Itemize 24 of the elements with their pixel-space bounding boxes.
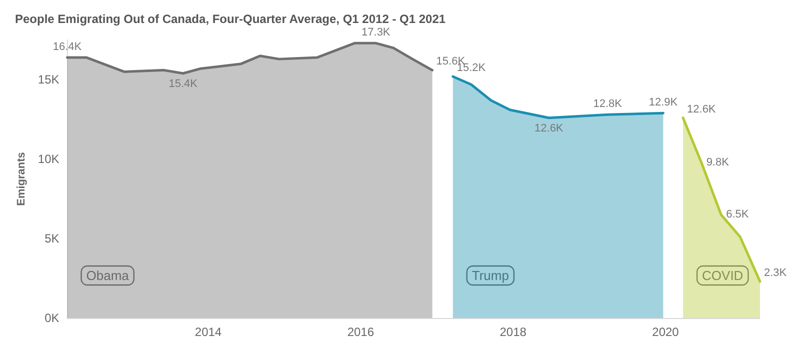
data-label: 15.2K	[456, 62, 486, 74]
data-label: 6.5K	[726, 208, 750, 221]
y-tick-label: 10K	[38, 152, 60, 166]
data-label: 16.4K	[52, 40, 82, 53]
x-tick-label: 2014	[194, 325, 222, 339]
data-label: 12.6K	[534, 122, 564, 134]
data-label: 2.3K	[764, 266, 788, 279]
series-label: COVID	[702, 268, 744, 283]
series-label: Obama	[86, 268, 130, 283]
data-label: 9.8K	[706, 156, 730, 168]
x-tick-label: 2016	[347, 325, 374, 339]
data-label: 12.9K	[648, 96, 678, 109]
y-tick-label: 5K	[44, 232, 60, 246]
y-tick-label: 15K	[38, 72, 60, 87]
chart-title: People Emigrating Out of Canada, Four-Quarter Average, Q1 2012 - Q1 2021	[15, 12, 446, 26]
data-label: 17.3K	[362, 26, 391, 39]
y-axis-title: Emigrants	[16, 152, 28, 206]
data-label: 15.4K	[168, 78, 198, 90]
x-tick-label: 2020	[652, 325, 680, 339]
series-label: Trump	[472, 268, 509, 283]
data-label: 12.8K	[593, 98, 623, 110]
y-tick-label: 0K	[44, 311, 60, 325]
data-label: 12.6K	[687, 103, 716, 116]
x-tick-label: 2018	[500, 325, 527, 339]
